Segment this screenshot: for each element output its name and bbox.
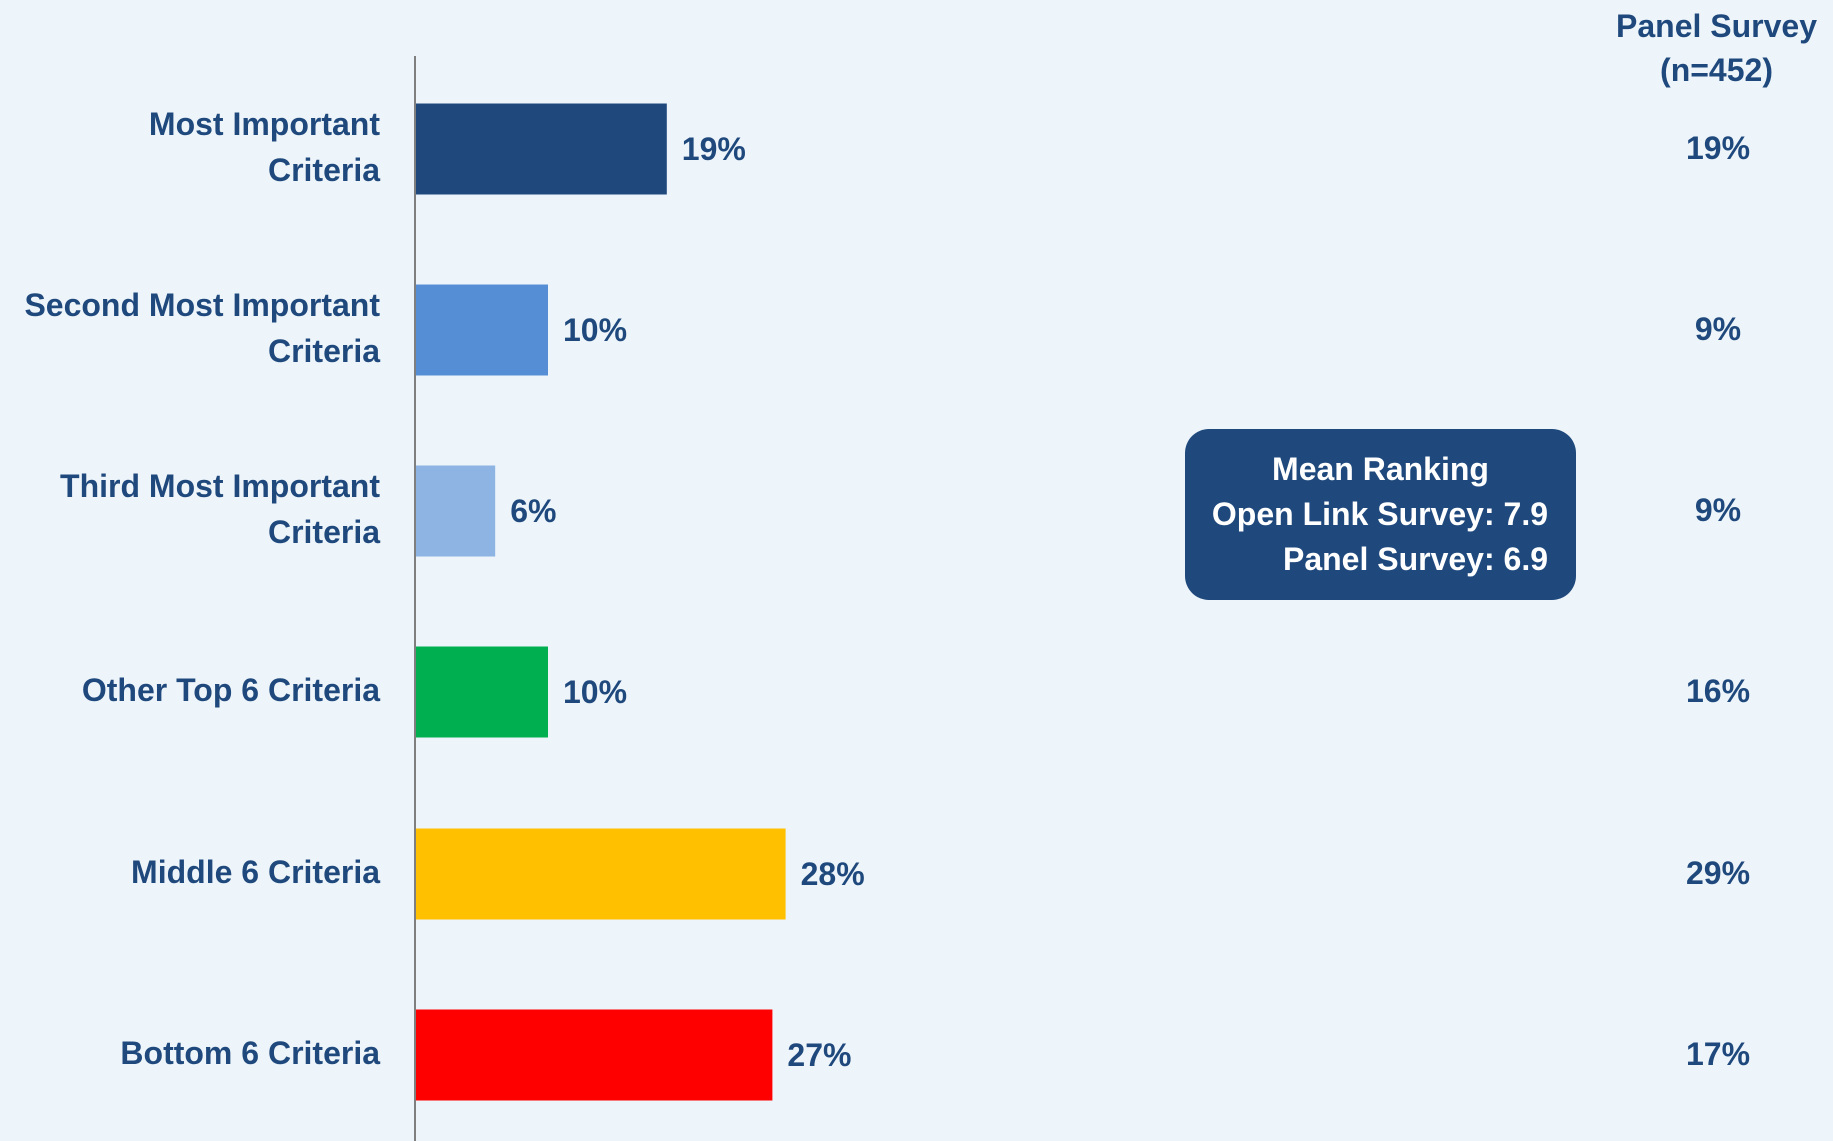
value-label-0: 19% [681, 131, 746, 167]
panel-value-1: 9% [1694, 311, 1742, 347]
category-label-5-line-0: Bottom 6 Criteria [120, 1035, 380, 1071]
panel-value-4: 29% [1685, 855, 1751, 891]
bar-0 [416, 103, 667, 195]
panel-header-line-2: (n=452) [1660, 52, 1773, 88]
bar-5 [416, 1009, 773, 1101]
mean-ranking-box: Mean Ranking Open Link Survey: 7.9 Panel… [1185, 429, 1576, 600]
bar-2 [416, 465, 496, 557]
panel-value-0: 19% [1685, 130, 1751, 166]
category-label-4-line-0: Middle 6 Criteria [131, 854, 380, 890]
value-label-3: 10% [563, 674, 628, 710]
category-label-2: Third Most Important Criteria [0, 463, 380, 555]
value-label-1: 10% [563, 312, 628, 348]
category-label-1-line-0: Second Most Important [24, 287, 380, 323]
category-label-3-line-0: Other Top 6 Criteria [81, 672, 380, 708]
category-label-4: Middle 6 Criteria [0, 849, 380, 895]
mean-ranking-open-link: Open Link Survey: 7.9 [1211, 496, 1548, 532]
value-label-5: 27% [787, 1037, 852, 1073]
category-label-3: Other Top 6 Criteria [0, 667, 380, 713]
value-label-2: 6% [510, 493, 557, 529]
panel-survey-header: Panel Survey (n=452) [1600, 4, 1833, 92]
panel-value-5: 17% [1685, 1036, 1751, 1072]
category-label-0: Most Important Criteria [0, 101, 380, 193]
panel-header-line-1: Panel Survey [1616, 8, 1817, 44]
bar-4 [416, 828, 786, 920]
panel-value-2: 9% [1694, 492, 1742, 528]
category-label-2-line-1: Criteria [267, 514, 380, 550]
category-label-0-line-1: Criteria [267, 152, 380, 188]
category-label-1: Second Most Important Criteria [0, 282, 380, 374]
value-label-4: 28% [800, 856, 865, 892]
category-label-1-line-1: Criteria [267, 333, 380, 369]
mean-ranking-title: Mean Ranking [1272, 451, 1489, 487]
category-label-0-line-0: Most Important [148, 106, 380, 142]
category-label-5: Bottom 6 Criteria [0, 1030, 380, 1076]
panel-value-3: 16% [1685, 673, 1751, 709]
bar-3 [416, 646, 548, 738]
bar-1 [416, 284, 548, 376]
category-label-2-line-0: Third Most Important [60, 468, 380, 504]
mean-ranking-panel: Panel Survey: 6.9 [1282, 541, 1548, 577]
